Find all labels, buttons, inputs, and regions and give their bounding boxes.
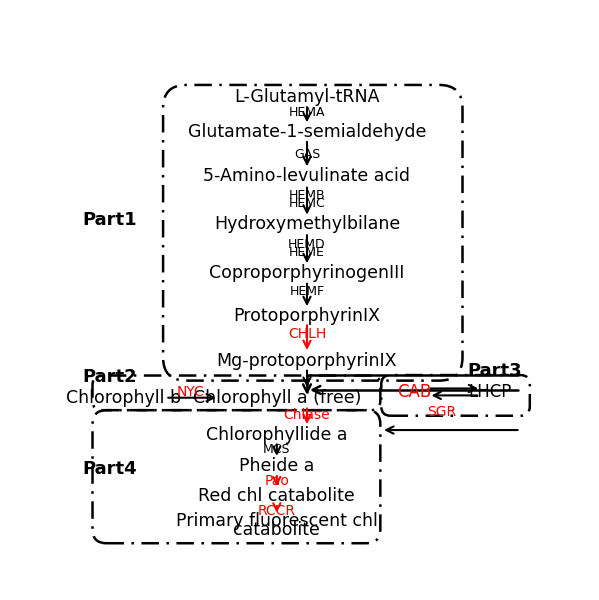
Text: Chlorophyll a (free): Chlorophyll a (free) (193, 389, 361, 407)
Text: RCCR: RCCR (258, 504, 296, 518)
Text: CoproporphyrinogenIII: CoproporphyrinogenIII (209, 264, 405, 282)
Text: catabolite: catabolite (234, 521, 320, 539)
Text: Pheide a: Pheide a (239, 457, 314, 475)
Text: CHLH: CHLH (288, 328, 326, 341)
Text: 5-Amino-levulinate acid: 5-Amino-levulinate acid (204, 167, 410, 185)
Text: Pao: Pao (264, 474, 289, 488)
Text: Hydroxymethylbilane: Hydroxymethylbilane (214, 215, 400, 233)
Text: HEMC: HEMC (289, 197, 325, 210)
Text: Part2: Part2 (83, 368, 137, 386)
Text: Glutamate-1-semialdehyde: Glutamate-1-semialdehyde (188, 123, 426, 141)
Text: SGR: SGR (427, 404, 456, 419)
Text: ProtoporphyrinIX: ProtoporphyrinIX (234, 307, 380, 325)
Text: NYC: NYC (176, 385, 204, 399)
Text: Chlorophyllide a: Chlorophyllide a (206, 425, 347, 443)
Text: LHCP: LHCP (468, 383, 512, 401)
Text: Part3: Part3 (468, 362, 522, 380)
Text: GAS: GAS (294, 148, 320, 161)
Text: Chlorophyll b: Chlorophyll b (66, 389, 181, 407)
Text: L-Glutamyl-tRNA: L-Glutamyl-tRNA (234, 88, 380, 106)
Text: HEMD: HEMD (288, 238, 326, 251)
Text: Primary fluorescent chl: Primary fluorescent chl (176, 512, 378, 530)
Text: MCS: MCS (263, 443, 291, 457)
Text: Mg-protoporphyrinIX: Mg-protoporphyrinIX (217, 352, 397, 370)
Text: HEMF: HEMF (289, 286, 325, 298)
Text: Chlase: Chlase (284, 408, 330, 422)
Text: CAB: CAB (397, 383, 431, 401)
Text: HEMA: HEMA (289, 106, 325, 119)
Text: HEMB: HEMB (289, 190, 325, 202)
Text: HEME: HEME (289, 245, 325, 259)
Text: Red chl catabolite: Red chl catabolite (198, 487, 355, 505)
Text: Part1: Part1 (83, 211, 137, 229)
Text: Part4: Part4 (83, 460, 137, 478)
